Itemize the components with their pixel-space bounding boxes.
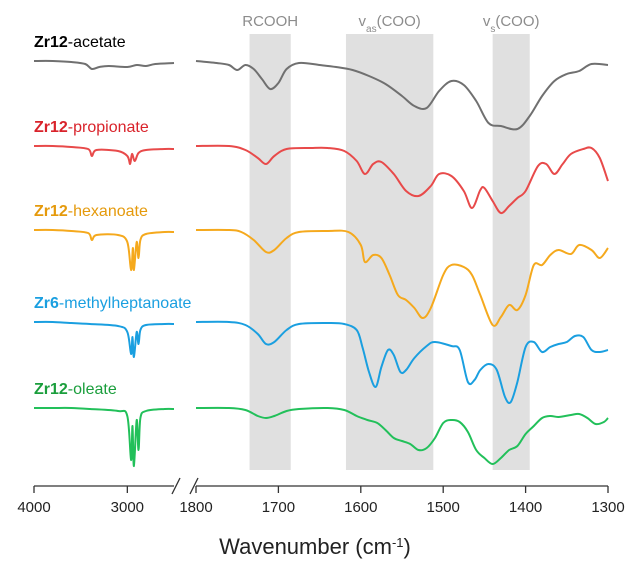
series-0-high [195,60,609,131]
band-label-2: vs(COO) [483,13,540,35]
x-tick-label-1: 3000 [111,499,144,516]
series-2-high [195,228,609,327]
axis-break-right [189,477,199,495]
x-axis: 4000 3000 1800 1700 1600 1500 1400 1300 [17,477,625,516]
series-1-high [195,144,609,215]
x-axis-label-close: ) [404,534,411,559]
series-4-high [195,406,609,466]
series-4-low [34,406,175,468]
x-tick-label-6: 1400 [509,499,542,516]
series-3-high [195,320,609,405]
series-label-3: Zr6-methylheptanoate [34,295,192,312]
x-tick-label-0: 4000 [17,499,50,516]
axis-break-left [171,477,181,495]
series-label-1: Zr12-propionate [34,119,149,136]
x-tick-label-4: 1600 [344,499,377,516]
x-axis-label: Wavenumber (cm-1) [219,534,411,559]
series-labels: Zr12-acetate Zr12-propionate Zr12-hexanoat… [34,34,192,398]
series-label-4: Zr12-oleate [34,381,117,398]
band-label-1: vas(COO) [359,13,421,35]
x-axis-label-main: Wavenumber (cm [219,534,392,559]
band-label-0: RCOOH [242,13,298,30]
x-tick-label-7: 1300 [591,499,624,516]
band-regions: RCOOH vas(COO) vs(COO) [242,13,540,470]
x-tick-label-2: 1800 [179,499,212,516]
x-tick-label-3: 1700 [262,499,295,516]
band-2 [492,34,530,470]
x-axis-label-sup: -1 [392,535,404,550]
series-1-low [33,144,175,166]
series-label-2: Zr12-hexanoate [34,203,148,220]
x-tick-label-5: 1500 [427,499,460,516]
spectra-series [33,59,609,468]
series-0-low [33,59,175,71]
band-1 [345,34,434,470]
series-label-0: Zr12-acetate [34,34,126,51]
series-2-low [33,228,175,272]
series-3-low [33,320,175,359]
